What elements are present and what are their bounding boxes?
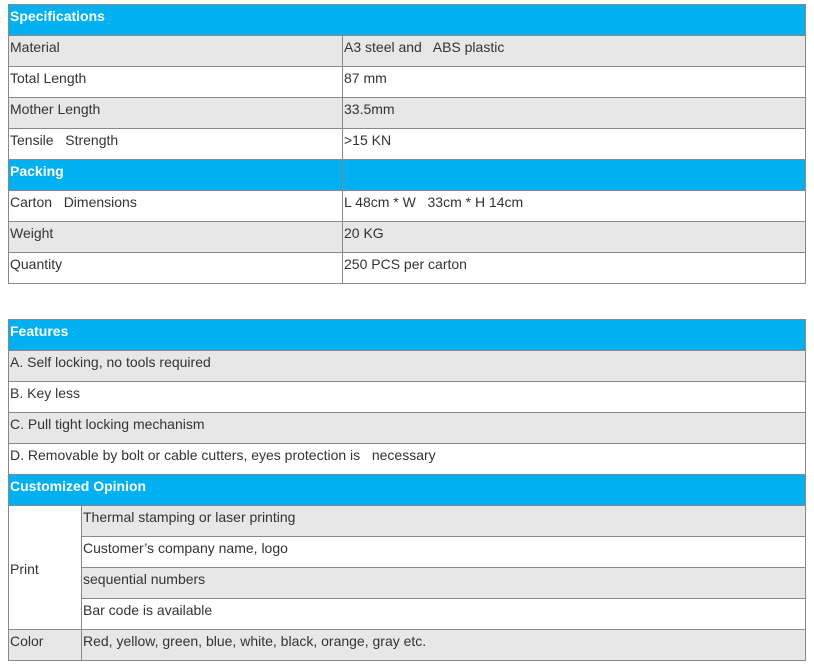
spec-label: Total Length: [8, 66, 343, 98]
packing-label: Weight: [8, 221, 343, 253]
spec-label: Tensile Strength: [8, 128, 343, 160]
section-header-empty: [342, 159, 806, 191]
spec-value: 33.5mm: [342, 97, 806, 129]
packing-label: Quantity: [8, 252, 343, 284]
packing-value: 20 KG: [342, 221, 806, 253]
spec-value: A3 steel and ABS plastic: [342, 35, 806, 67]
color-label: Color: [8, 629, 82, 661]
feature-item: D. Removable by bolt or cable cutters, e…: [8, 443, 806, 475]
packing-label: Carton Dimensions: [8, 190, 343, 222]
spec-label: Material: [8, 35, 343, 67]
specifications-table: Specifications Material A3 steel and ABS …: [8, 4, 806, 284]
print-item: Customer’s company name, logo: [81, 536, 806, 568]
spec-label: Mother Length: [8, 97, 343, 129]
color-value: Red, yellow, green, blue, white, black, …: [81, 629, 806, 661]
feature-item: B. Key less: [8, 381, 806, 413]
features-table: Features A. Self locking, no tools requi…: [8, 319, 806, 661]
spec-value: >15 KN: [342, 128, 806, 160]
print-item: sequential numbers: [81, 567, 806, 599]
print-label: Print: [8, 505, 82, 630]
feature-item: A. Self locking, no tools required: [8, 350, 806, 382]
section-header: Features: [8, 319, 806, 351]
packing-value: 250 PCS per carton: [342, 252, 806, 284]
section-header: Packing: [8, 159, 343, 191]
section-header: Specifications: [8, 4, 806, 36]
packing-value: L 48cm * W 33cm * H 14cm: [342, 190, 806, 222]
spec-value: 87 mm: [342, 66, 806, 98]
feature-item: C. Pull tight locking mechanism: [8, 412, 806, 444]
print-item: Thermal stamping or laser printing: [81, 505, 806, 537]
print-item: Bar code is available: [81, 598, 806, 630]
section-header: Customized Opinion: [8, 474, 806, 506]
